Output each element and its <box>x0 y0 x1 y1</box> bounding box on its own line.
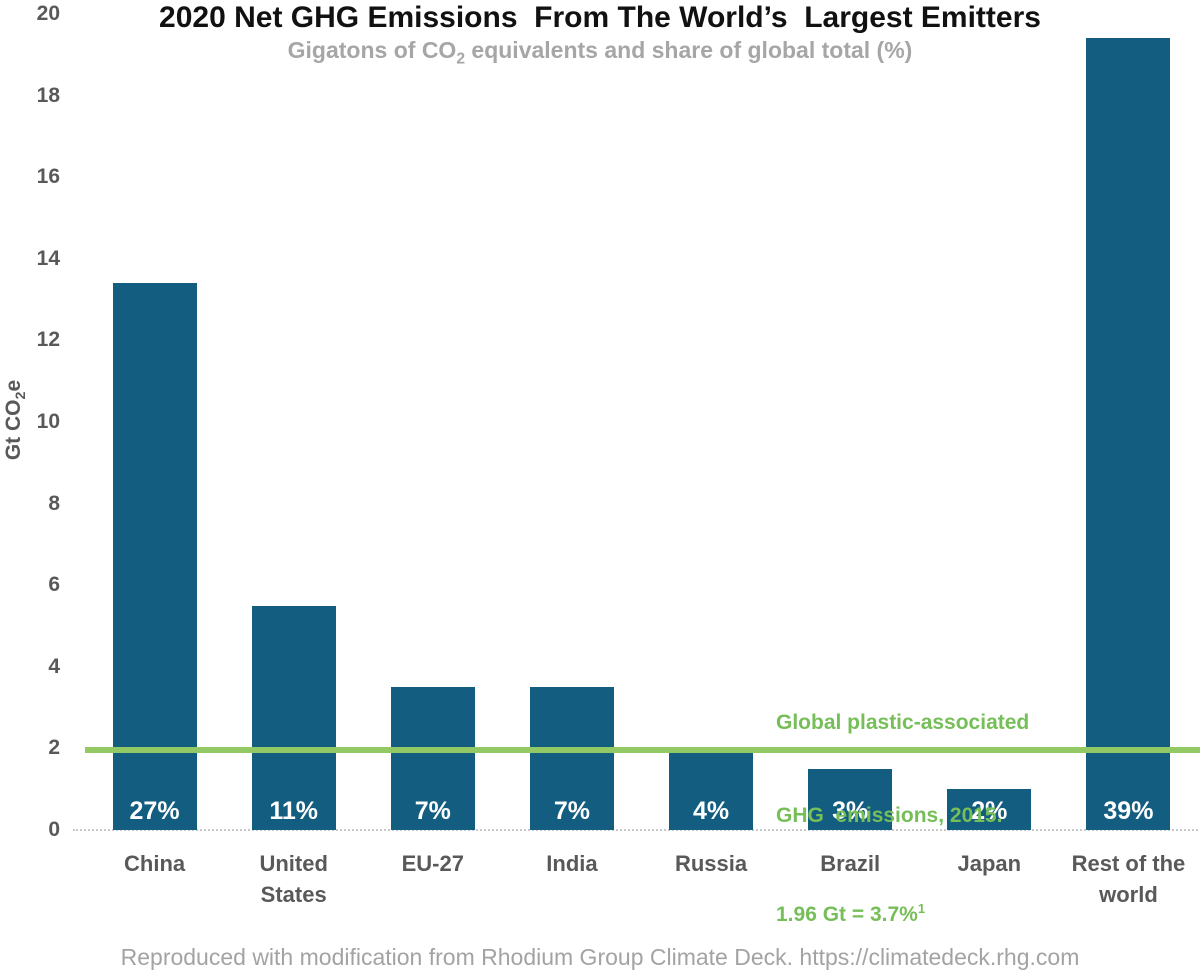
share-label-india: 7% <box>553 797 590 825</box>
y-tick-label-6: 6 <box>48 573 60 597</box>
y-tick-label-20: 20 <box>36 2 60 25</box>
bar-japan: 2% <box>947 789 1032 830</box>
reference-line-annotation: Global plastic-associated GHG emissions,… <box>776 645 1029 980</box>
x-label-rest-of-the-world: Rest of the world <box>1071 851 1186 907</box>
bar-united-states: 11% <box>251 605 336 830</box>
y-tick-label-10: 10 <box>36 410 60 433</box>
subtitle-text: Gigatons of CO <box>287 37 457 63</box>
bar-eu-27: 7% <box>390 687 475 830</box>
bar-rest-of-the-world: 39% <box>1086 38 1171 830</box>
annotation-footnote-marker: 1 <box>917 901 926 916</box>
y-tick-label-14: 14 <box>36 246 60 270</box>
y-tick-label-16: 16 <box>36 165 60 189</box>
share-label-brazil: 3% <box>832 797 869 825</box>
source-caption: Reproduced with modification from Rhodiu… <box>120 944 1080 970</box>
chart-title: 2020 Net GHG Emissions From The World’s … <box>159 1 1041 34</box>
annotation-line-2: GHG emissions, 2015. <box>776 804 1003 827</box>
share-label-rest-of-the-world: 39% <box>1103 797 1154 825</box>
annotation-line-1: Global plastic-associated <box>776 711 1030 734</box>
x-axis-labels: China United States EU-27 India Russia Brazil… <box>85 848 1198 918</box>
annotation-line-3: 1.96 Gt = 3.7%1 <box>776 901 926 926</box>
subtitle-text-tail: equivalents and share of global total (%… <box>465 37 913 63</box>
subtitle-subscript: 2 <box>456 50 466 68</box>
x-label-eu-27: EU-27 <box>401 851 464 876</box>
share-label-eu-27: 7% <box>414 797 451 825</box>
x-label-japan: Japan <box>957 851 1022 876</box>
y-tick-label-18: 18 <box>36 83 60 107</box>
plot-area: 27% 11% 7% 7% 4% 3% 2% 39% <box>73 0 1200 831</box>
x-label-russia: Russia <box>674 851 748 876</box>
x-axis-baseline <box>73 829 1198 831</box>
y-tick-label-2: 2 <box>48 736 60 760</box>
plastic-emissions-reference-line <box>85 747 1200 754</box>
bar-china: 27% <box>112 283 197 830</box>
share-label-russia: 4% <box>692 797 730 825</box>
x-label-united-states: United States <box>259 851 328 907</box>
bar-russia: 4% <box>669 752 754 830</box>
bar-brazil: 3% <box>808 768 893 830</box>
share-label-china: 27% <box>129 797 180 825</box>
y-tick-label-4: 4 <box>48 654 60 678</box>
y-tick-label-8: 8 <box>48 491 60 515</box>
y-tick-label-12: 12 <box>36 328 60 352</box>
x-label-india: India <box>546 851 598 876</box>
chart-subtitle: Gigatons of CO2 equivalents and share of… <box>0 36 1200 67</box>
x-label-china: China <box>124 851 186 876</box>
y-axis: 20 18 16 14 12 10 8 6 4 2 0 <box>0 0 60 841</box>
y-tick-label-0: 0 <box>48 818 60 841</box>
bar-india: 7% <box>529 687 614 830</box>
share-label-united-states: 11% <box>269 797 319 825</box>
share-label-japan: 2% <box>971 797 1008 825</box>
x-label-brazil: Brazil <box>820 851 881 876</box>
